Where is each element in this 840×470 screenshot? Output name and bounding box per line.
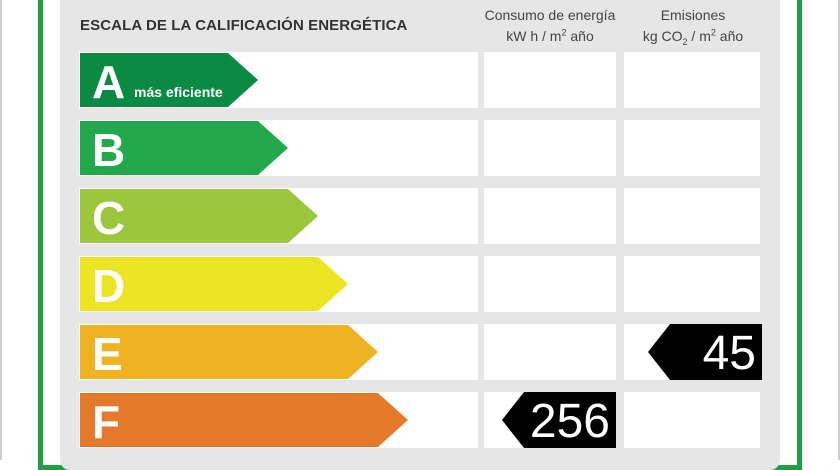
- rating-letter: E: [92, 328, 123, 380]
- energy-cell: [484, 120, 616, 176]
- rating-letter: A: [92, 56, 126, 108]
- rating-row-f: F 256: [0, 392, 840, 448]
- emissions-cell: [624, 256, 760, 312]
- emissions-rating-value: 45: [702, 327, 756, 380]
- emissions-header-line1: Emisiones: [660, 7, 726, 23]
- rating-arrow-e: E: [80, 325, 378, 379]
- rating-row-d: D: [0, 256, 840, 312]
- scale-title: ESCALA DE LA CALIFICACIÓN ENERGÉTICA: [80, 17, 408, 34]
- energy-rating-value: 256: [529, 395, 610, 448]
- emissions-column-header: Emisiones kg CO2 / m2 año: [622, 5, 764, 47]
- rating-arrow-b: B: [80, 121, 288, 175]
- rating-row-e: E 45: [0, 324, 840, 380]
- energy-cell: [484, 188, 616, 244]
- rating-letter: F: [92, 396, 121, 448]
- energy-cell: [484, 324, 616, 380]
- energy-header-line1: Consumo de energía: [484, 7, 616, 23]
- rating-letter: D: [92, 260, 126, 312]
- energy-column-header: Consumo de energía kW h / m2 año: [478, 5, 622, 47]
- emissions-cell: [624, 188, 760, 244]
- energy-rating-indicator: 256: [502, 392, 616, 448]
- emissions-header-unit: kg CO2 / m2 año: [642, 27, 744, 47]
- rating-letter: C: [92, 192, 126, 244]
- rating-row-c: C: [0, 188, 840, 244]
- energy-header-unit: kW h / m2 año: [506, 27, 594, 44]
- rating-letter: B: [92, 124, 126, 176]
- energy-cell: [484, 256, 616, 312]
- emissions-cell: [624, 52, 760, 108]
- emissions-cell: [624, 392, 760, 448]
- energy-cell: [484, 52, 616, 108]
- rating-row-b: B: [0, 120, 840, 176]
- rating-arrow-d: D: [80, 257, 348, 311]
- rating-arrow-f: F: [80, 393, 408, 447]
- emissions-rating-indicator: 45: [648, 324, 762, 380]
- rating-note: más eficiente: [134, 84, 223, 100]
- page-border-right: [838, 0, 840, 460]
- rating-arrow-c: C: [80, 189, 318, 243]
- emissions-cell: [624, 120, 760, 176]
- page-border-left: [0, 0, 2, 460]
